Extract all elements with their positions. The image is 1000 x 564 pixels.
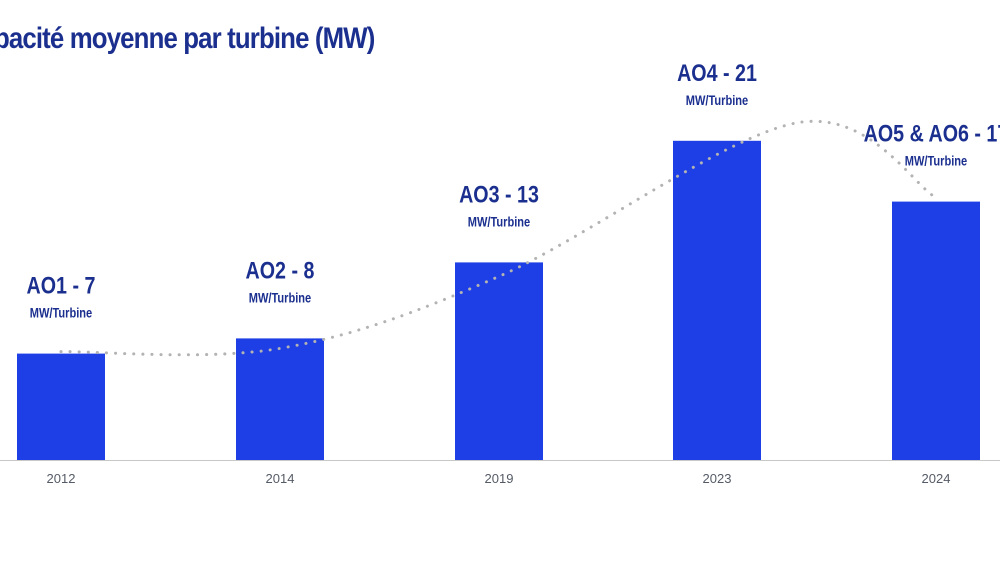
- bar-label-2014: AO2 - 8: [246, 257, 315, 284]
- bar-2023: [673, 140, 761, 461]
- bar-2019: [455, 262, 543, 460]
- x-tick-label-2019: 2019: [485, 471, 514, 486]
- x-tick-label-2023: 2023: [703, 471, 732, 486]
- bar-label-2023: AO4 - 21: [677, 59, 757, 86]
- bar-label-2012: AO1 - 7: [27, 272, 96, 299]
- bar-unit-label-2012: MW/Turbine: [30, 306, 93, 321]
- x-tick-label-2014: 2014: [266, 471, 295, 486]
- bar-2024: [892, 201, 980, 460]
- x-tick-label-2012: 2012: [47, 471, 76, 486]
- bar-2014: [236, 338, 324, 460]
- bar-unit-label-2014: MW/Turbine: [249, 290, 312, 305]
- chart-title: pacité moyenne par turbine (MW): [0, 22, 375, 55]
- bar-unit-label-2023: MW/Turbine: [686, 93, 749, 108]
- bar-unit-label-2019: MW/Turbine: [468, 214, 531, 229]
- bar-label-2024: AO5 & AO6 - 17: [864, 120, 1000, 147]
- trend-line: [59, 119, 938, 357]
- bar-2012: [17, 353, 105, 460]
- bar-label-2019: AO3 - 13: [459, 181, 539, 208]
- bar-unit-label-2024: MW/Turbine: [905, 154, 968, 169]
- x-tick-label-2024: 2024: [922, 471, 951, 486]
